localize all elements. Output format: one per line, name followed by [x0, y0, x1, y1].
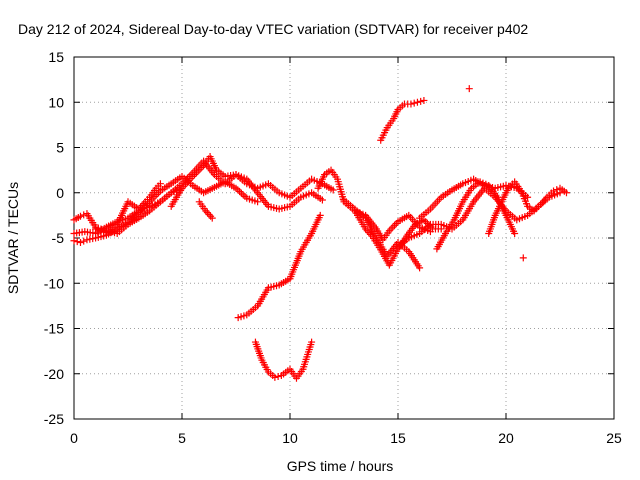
data-point	[254, 198, 262, 206]
data-point	[205, 210, 213, 218]
data-point	[316, 211, 324, 219]
data-point	[407, 100, 415, 108]
data-point	[318, 196, 326, 204]
data-point	[236, 188, 244, 196]
data-point	[191, 171, 199, 179]
y-tick-label: 0	[56, 185, 64, 201]
data-point	[420, 96, 428, 104]
data-point	[413, 98, 421, 106]
x-tick-label: 15	[390, 430, 406, 446]
data-points	[70, 85, 570, 382]
y-tick-label: -10	[44, 275, 64, 291]
data-point	[156, 180, 164, 188]
data-point	[329, 186, 337, 194]
data-point	[203, 209, 211, 217]
data-point	[550, 187, 558, 195]
x-tick-label: 10	[282, 430, 298, 446]
data-point	[76, 212, 84, 220]
x-tick-label: 5	[178, 430, 186, 446]
data-point	[387, 225, 395, 233]
data-point	[389, 223, 397, 231]
axis-ticks: 0 5 10 15 20 25 -25 -20 -15 -10 -5 0 5 10 15	[44, 49, 622, 446]
outlier-point	[465, 85, 473, 93]
y-tick-label: -25	[44, 411, 64, 427]
y-axis-label: SDTVAR / TECUs	[5, 182, 21, 294]
data-point	[73, 238, 81, 246]
data-point	[392, 220, 400, 228]
data-point	[70, 237, 78, 245]
data-point	[562, 189, 570, 197]
y-tick-label: -5	[52, 230, 65, 246]
x-tick-label: 20	[498, 430, 514, 446]
x-tick-label: 0	[70, 430, 78, 446]
data-point	[417, 97, 425, 105]
x-axis-label: GPS time / hours	[287, 458, 394, 474]
y-tick-label: -20	[44, 366, 64, 382]
y-tick-label: 5	[56, 140, 64, 156]
data-point	[80, 211, 88, 219]
data-point	[208, 214, 216, 222]
y-tick-label: 15	[48, 49, 64, 65]
y-tick-label: -15	[44, 321, 64, 337]
data-point	[207, 212, 215, 220]
chart-title: Day 212 of 2024, Sidereal Day-to-day VTE…	[18, 21, 528, 37]
x-tick-label: 25	[606, 430, 622, 446]
data-point	[237, 189, 245, 197]
data-point	[76, 239, 84, 247]
grid	[74, 57, 614, 419]
data-point	[416, 264, 424, 272]
y-tick-label: 10	[48, 94, 64, 110]
outlier-point	[519, 254, 527, 262]
data-point	[271, 373, 279, 381]
data-point	[391, 221, 399, 229]
data-point	[410, 99, 418, 107]
data-point	[524, 193, 532, 201]
data-point	[540, 197, 548, 205]
data-point	[308, 338, 316, 346]
data-point	[274, 372, 282, 380]
data-point	[80, 237, 88, 245]
data-point	[511, 229, 519, 237]
data-point	[239, 191, 247, 199]
